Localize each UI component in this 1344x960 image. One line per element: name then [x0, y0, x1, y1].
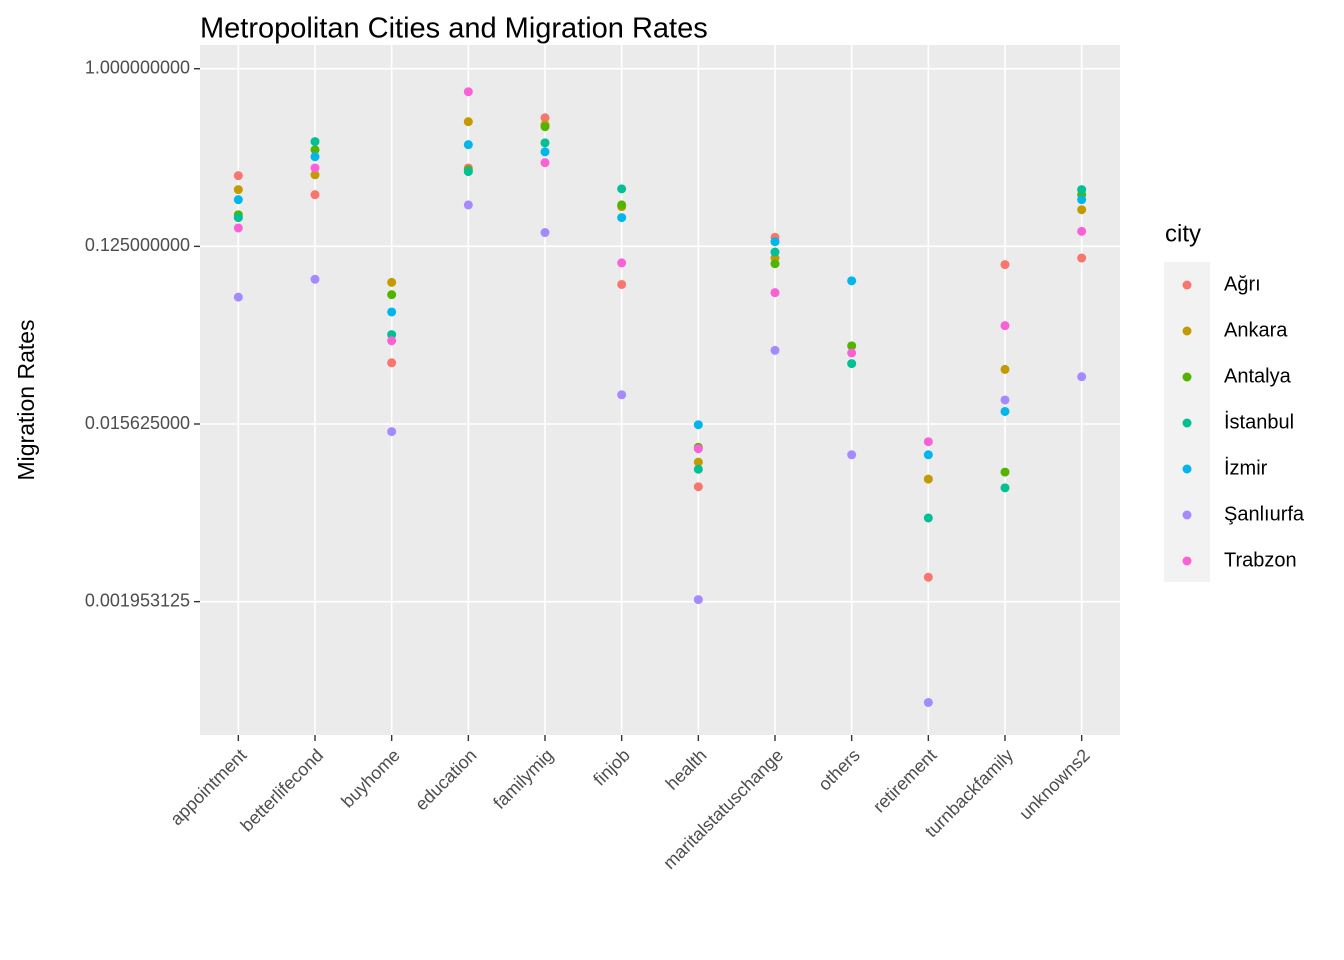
point: [233, 195, 243, 205]
legend-title: city: [1165, 220, 1201, 247]
point: [387, 358, 397, 368]
point: [1077, 185, 1087, 195]
point: [847, 276, 857, 286]
point: [310, 137, 320, 147]
point: [693, 457, 703, 467]
point: [923, 437, 933, 447]
point: [233, 223, 243, 233]
point: [1077, 253, 1087, 263]
point: [923, 697, 933, 707]
point: [463, 200, 473, 210]
point: [770, 288, 780, 298]
point: [540, 147, 550, 157]
point: [233, 292, 243, 302]
point: [1000, 406, 1010, 416]
legend-key: [1182, 556, 1192, 566]
point: [847, 348, 857, 358]
point: [617, 213, 627, 223]
point: [387, 336, 397, 346]
point: [310, 274, 320, 284]
point: [770, 247, 780, 257]
point: [387, 307, 397, 317]
point: [1077, 372, 1087, 382]
point: [310, 190, 320, 200]
point: [1077, 195, 1087, 205]
point: [233, 213, 243, 223]
point: [310, 145, 320, 155]
legend-key: [1182, 372, 1192, 382]
point: [540, 158, 550, 168]
legend-label: Ankara: [1224, 319, 1288, 341]
point: [617, 184, 627, 194]
legend-label: İzmir: [1224, 456, 1268, 479]
point: [233, 185, 243, 195]
point: [387, 290, 397, 300]
y-tick-label: 0.015625000: [85, 413, 190, 433]
point: [463, 117, 473, 127]
point: [540, 138, 550, 148]
point: [1000, 321, 1010, 331]
point: [1077, 205, 1087, 215]
point: [1000, 364, 1010, 374]
point: [463, 140, 473, 150]
point: [310, 152, 320, 162]
point: [1000, 467, 1010, 477]
point: [463, 167, 473, 177]
point: [387, 277, 397, 287]
legend-key: [1182, 280, 1192, 290]
point: [770, 237, 780, 247]
legend-label: Ağrı: [1224, 273, 1261, 295]
point: [387, 330, 397, 340]
point: [770, 259, 780, 269]
point: [847, 450, 857, 460]
panel: [200, 45, 1120, 735]
chart-title: Metropolitan Cities and Migration Rates: [200, 13, 708, 45]
point: [693, 482, 703, 492]
point: [923, 572, 933, 582]
point: [847, 359, 857, 369]
legend-key: [1182, 510, 1192, 520]
point: [540, 122, 550, 132]
legend-key: [1182, 464, 1192, 474]
point: [310, 163, 320, 173]
point: [617, 279, 627, 289]
y-axis-title: Migration Rates: [13, 319, 39, 480]
point: [540, 113, 550, 123]
point: [540, 228, 550, 238]
y-tick-label: 0.001953125: [85, 590, 190, 610]
legend-key: [1182, 326, 1192, 336]
legend-label: Şanlıurfa: [1224, 503, 1305, 525]
point: [310, 170, 320, 180]
point: [463, 87, 473, 97]
point: [617, 258, 627, 268]
point: [693, 444, 703, 454]
point: [923, 450, 933, 460]
point: [770, 345, 780, 355]
point: [617, 390, 627, 400]
point: [1000, 395, 1010, 405]
legend-label: Trabzon: [1224, 549, 1297, 571]
point: [617, 200, 627, 210]
y-tick-label: 0.125000000: [85, 235, 190, 255]
legend-label: Antalya: [1224, 365, 1292, 387]
legend-label: İstanbul: [1224, 410, 1294, 433]
point: [1000, 260, 1010, 270]
legend-key: [1182, 418, 1192, 428]
point: [693, 464, 703, 474]
point: [233, 171, 243, 181]
point: [1000, 483, 1010, 493]
y-tick-label: 1.000000000: [85, 57, 190, 77]
point: [693, 420, 703, 430]
point: [693, 595, 703, 605]
point: [923, 513, 933, 523]
point: [1077, 226, 1087, 236]
point: [387, 427, 397, 437]
point: [923, 474, 933, 484]
point: [847, 341, 857, 351]
